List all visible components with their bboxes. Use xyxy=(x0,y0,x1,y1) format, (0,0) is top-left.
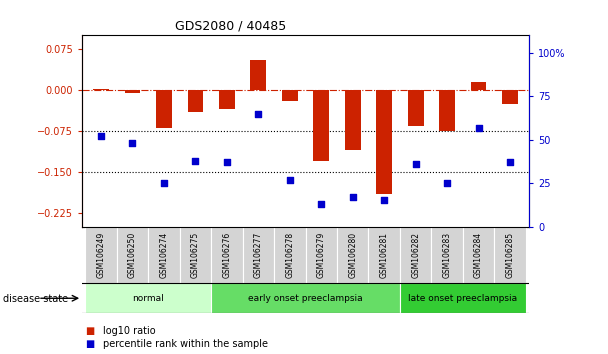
Text: GSM106280: GSM106280 xyxy=(348,232,358,278)
Text: late onset preeclampsia: late onset preeclampsia xyxy=(409,294,517,303)
Bar xyxy=(400,227,432,283)
Bar xyxy=(219,90,235,109)
Bar xyxy=(376,90,392,194)
Point xyxy=(159,180,169,186)
Text: early onset preeclampsia: early onset preeclampsia xyxy=(248,294,363,303)
Text: ■: ■ xyxy=(85,326,94,336)
Point xyxy=(96,133,106,139)
Bar xyxy=(117,227,148,283)
Bar xyxy=(345,90,361,150)
Text: normal: normal xyxy=(133,294,164,303)
Bar xyxy=(179,227,211,283)
Bar xyxy=(471,82,486,90)
Point xyxy=(505,159,515,165)
Text: GDS2080 / 40485: GDS2080 / 40485 xyxy=(176,19,286,33)
Text: ■: ■ xyxy=(85,339,94,349)
Bar xyxy=(211,227,243,283)
Point xyxy=(474,125,483,130)
Bar xyxy=(463,227,494,283)
Bar xyxy=(187,90,203,112)
Text: GSM106274: GSM106274 xyxy=(159,232,168,278)
Text: GSM106283: GSM106283 xyxy=(443,232,452,278)
Text: GSM106275: GSM106275 xyxy=(191,232,200,278)
Bar xyxy=(400,283,526,313)
Bar xyxy=(250,60,266,90)
Bar xyxy=(432,227,463,283)
Bar xyxy=(502,90,518,104)
Text: GSM106277: GSM106277 xyxy=(254,232,263,278)
Bar xyxy=(439,90,455,131)
Bar xyxy=(148,227,179,283)
Text: percentile rank within the sample: percentile rank within the sample xyxy=(103,339,268,349)
Text: GSM106276: GSM106276 xyxy=(223,232,231,278)
Point xyxy=(442,180,452,186)
Bar xyxy=(305,227,337,283)
Point xyxy=(190,158,200,163)
Point xyxy=(411,161,421,167)
Text: GSM106282: GSM106282 xyxy=(411,232,420,278)
Point xyxy=(254,111,263,116)
Text: GSM106279: GSM106279 xyxy=(317,232,326,278)
Text: GSM106284: GSM106284 xyxy=(474,232,483,278)
Bar xyxy=(313,90,329,161)
Bar xyxy=(274,227,305,283)
Bar xyxy=(156,90,172,128)
Bar xyxy=(282,90,298,101)
Text: GSM106249: GSM106249 xyxy=(97,232,105,278)
Point xyxy=(285,177,295,182)
Point xyxy=(348,194,358,200)
Bar xyxy=(408,90,424,126)
Bar xyxy=(85,227,117,283)
Text: GSM106281: GSM106281 xyxy=(380,232,389,278)
Text: log10 ratio: log10 ratio xyxy=(103,326,156,336)
Point xyxy=(379,198,389,203)
Bar xyxy=(243,227,274,283)
Bar xyxy=(494,227,526,283)
Text: GSM106285: GSM106285 xyxy=(506,232,514,278)
Bar xyxy=(211,283,400,313)
Bar xyxy=(85,283,211,313)
Bar xyxy=(337,227,368,283)
Point xyxy=(128,140,137,146)
Text: GSM106278: GSM106278 xyxy=(285,232,294,278)
Bar xyxy=(93,89,109,90)
Point xyxy=(222,159,232,165)
Text: disease state: disease state xyxy=(3,294,68,304)
Text: GSM106250: GSM106250 xyxy=(128,232,137,278)
Bar xyxy=(125,90,140,93)
Bar xyxy=(368,227,400,283)
Point xyxy=(316,201,326,207)
